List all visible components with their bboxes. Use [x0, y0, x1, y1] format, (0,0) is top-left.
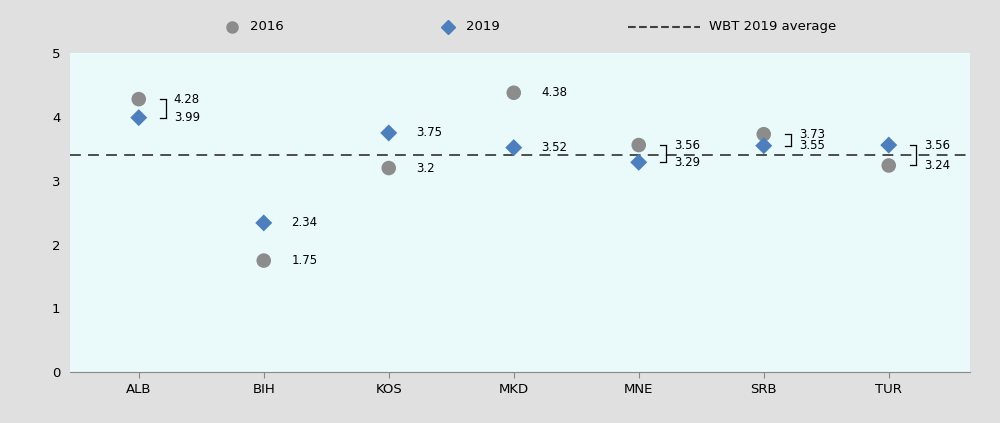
Text: 3.52: 3.52 [541, 141, 567, 154]
Point [506, 89, 522, 96]
Text: 2016: 2016 [250, 20, 284, 33]
Point [881, 162, 897, 169]
Text: 3.56: 3.56 [674, 139, 700, 151]
Point [881, 142, 897, 148]
Text: 2.34: 2.34 [291, 217, 317, 229]
Text: 3.56: 3.56 [924, 139, 950, 151]
Text: 2019: 2019 [466, 20, 500, 33]
Text: 3.99: 3.99 [174, 111, 200, 124]
Point [381, 165, 397, 171]
Point [756, 131, 772, 137]
Point [631, 159, 647, 166]
Point [256, 257, 272, 264]
Point [756, 142, 772, 149]
Point [131, 96, 147, 102]
Text: WBT 2019 average: WBT 2019 average [709, 20, 836, 33]
Text: 3.2: 3.2 [416, 162, 435, 175]
Point [256, 220, 272, 226]
Point [506, 144, 522, 151]
Text: 4.38: 4.38 [541, 86, 567, 99]
Text: 1.75: 1.75 [291, 254, 317, 267]
Text: 4.28: 4.28 [174, 93, 200, 106]
Point [381, 129, 397, 136]
Text: 3.29: 3.29 [674, 156, 700, 169]
Text: 3.24: 3.24 [924, 159, 950, 172]
Point [631, 142, 647, 148]
Text: 3.75: 3.75 [416, 126, 442, 140]
Point [131, 114, 147, 121]
Text: 3.55: 3.55 [799, 139, 825, 152]
Text: 3.73: 3.73 [799, 128, 825, 141]
